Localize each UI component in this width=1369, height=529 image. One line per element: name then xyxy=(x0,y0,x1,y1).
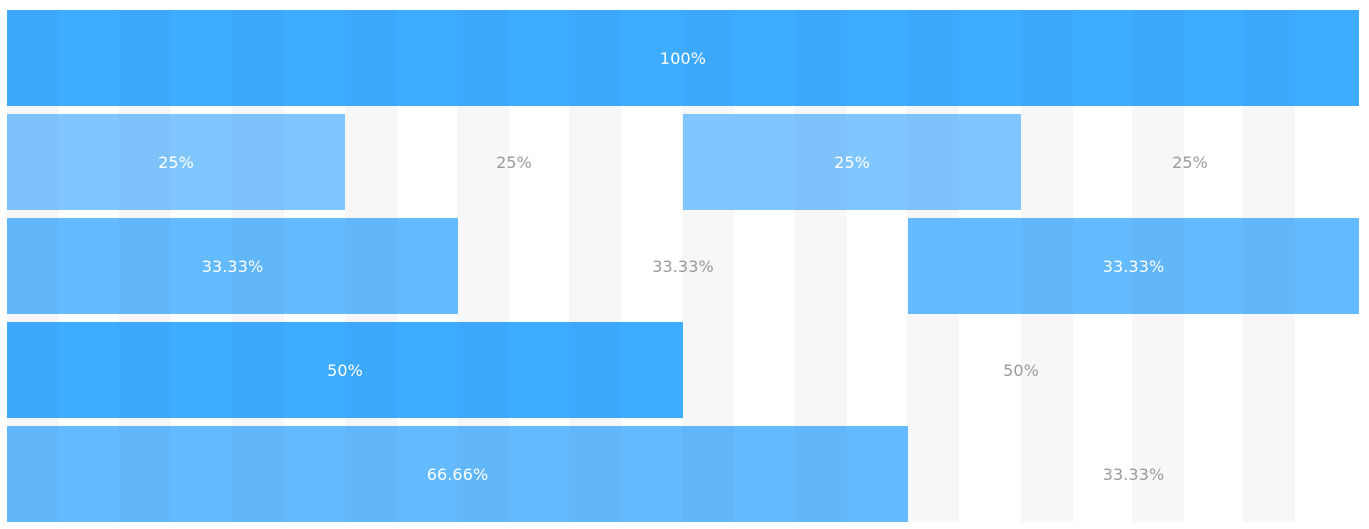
grid-col-50: 50% xyxy=(7,322,683,418)
grid-col-33: 33.33% xyxy=(7,218,458,314)
grid-col-label: 25% xyxy=(834,152,870,172)
grid-row-quarters: 25% 25% 25% 25% xyxy=(7,114,1359,210)
grid-col-label: 33.33% xyxy=(201,256,264,276)
grid-row-full: 100% xyxy=(7,10,1359,106)
grid-row-thirds: 33.33% 33.33% 33.33% xyxy=(7,218,1359,314)
grid-col-25: 25% xyxy=(345,114,683,210)
grid-col-25: 25% xyxy=(1021,114,1359,210)
grid-col-66: 66.66% xyxy=(7,426,908,522)
grid-row-two-thirds: 66.66% 33.33% xyxy=(7,426,1359,522)
grid-col-33: 33.33% xyxy=(908,426,1359,522)
grid-col-label: 33.33% xyxy=(1102,464,1165,484)
grid-col-label: 66.66% xyxy=(426,464,489,484)
grid-col-label: 25% xyxy=(496,152,532,172)
grid-col-25: 25% xyxy=(7,114,345,210)
grid-col-25: 25% xyxy=(683,114,1021,210)
grid-col-label: 50% xyxy=(327,360,363,380)
grid-col-100: 100% xyxy=(7,10,1359,106)
grid-col-33: 33.33% xyxy=(908,218,1359,314)
grid-demo: 100% 25% 25% 25% 25% 33.33% 33.33% 33.33… xyxy=(7,10,1359,522)
grid-col-label: 25% xyxy=(1172,152,1208,172)
grid-col-label: 33.33% xyxy=(1102,256,1165,276)
grid-col-label: 100% xyxy=(659,48,707,68)
grid-col-33: 33.33% xyxy=(458,218,908,314)
grid-col-label: 50% xyxy=(1003,360,1039,380)
grid-col-50: 50% xyxy=(683,322,1359,418)
grid-col-label: 25% xyxy=(158,152,194,172)
grid-row-halves: 50% 50% xyxy=(7,322,1359,418)
grid-col-label: 33.33% xyxy=(652,256,714,276)
